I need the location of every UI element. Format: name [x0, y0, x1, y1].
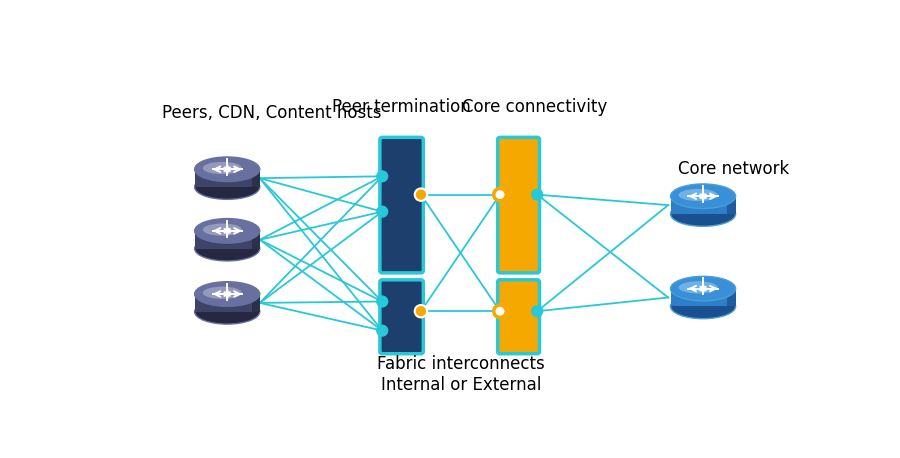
- FancyBboxPatch shape: [498, 137, 539, 273]
- Circle shape: [494, 188, 506, 201]
- Circle shape: [377, 325, 388, 336]
- Ellipse shape: [670, 202, 735, 226]
- Ellipse shape: [679, 189, 717, 201]
- Circle shape: [377, 296, 388, 307]
- Circle shape: [377, 206, 388, 217]
- Text: Peer termination: Peer termination: [332, 98, 471, 116]
- Text: Core network: Core network: [679, 160, 789, 178]
- Text: Fabric interconnects
Internal or External: Fabric interconnects Internal or Externa…: [377, 355, 545, 394]
- Polygon shape: [194, 169, 260, 187]
- Polygon shape: [252, 294, 260, 312]
- Ellipse shape: [202, 287, 242, 299]
- Ellipse shape: [202, 162, 242, 174]
- Circle shape: [415, 305, 428, 317]
- Ellipse shape: [679, 281, 717, 294]
- FancyBboxPatch shape: [380, 137, 423, 273]
- Ellipse shape: [670, 184, 735, 208]
- Ellipse shape: [670, 294, 735, 319]
- Polygon shape: [727, 196, 735, 214]
- Ellipse shape: [194, 236, 260, 261]
- Ellipse shape: [194, 300, 260, 324]
- Circle shape: [532, 306, 543, 316]
- Ellipse shape: [202, 224, 242, 236]
- Polygon shape: [252, 231, 260, 249]
- Polygon shape: [727, 289, 735, 306]
- Polygon shape: [194, 294, 260, 312]
- Text: Core connectivity: Core connectivity: [463, 98, 608, 116]
- Circle shape: [494, 305, 506, 317]
- Polygon shape: [194, 231, 260, 249]
- Ellipse shape: [194, 218, 260, 243]
- Circle shape: [532, 189, 543, 200]
- Polygon shape: [670, 196, 735, 214]
- Circle shape: [415, 188, 428, 201]
- Polygon shape: [670, 289, 735, 306]
- Text: Peers, CDN, Content hosts: Peers, CDN, Content hosts: [162, 104, 381, 122]
- FancyBboxPatch shape: [380, 280, 423, 354]
- Ellipse shape: [194, 175, 260, 199]
- FancyBboxPatch shape: [498, 280, 539, 354]
- Polygon shape: [252, 169, 260, 187]
- Circle shape: [377, 171, 388, 182]
- Ellipse shape: [670, 276, 735, 301]
- Ellipse shape: [194, 157, 260, 181]
- Ellipse shape: [194, 282, 260, 306]
